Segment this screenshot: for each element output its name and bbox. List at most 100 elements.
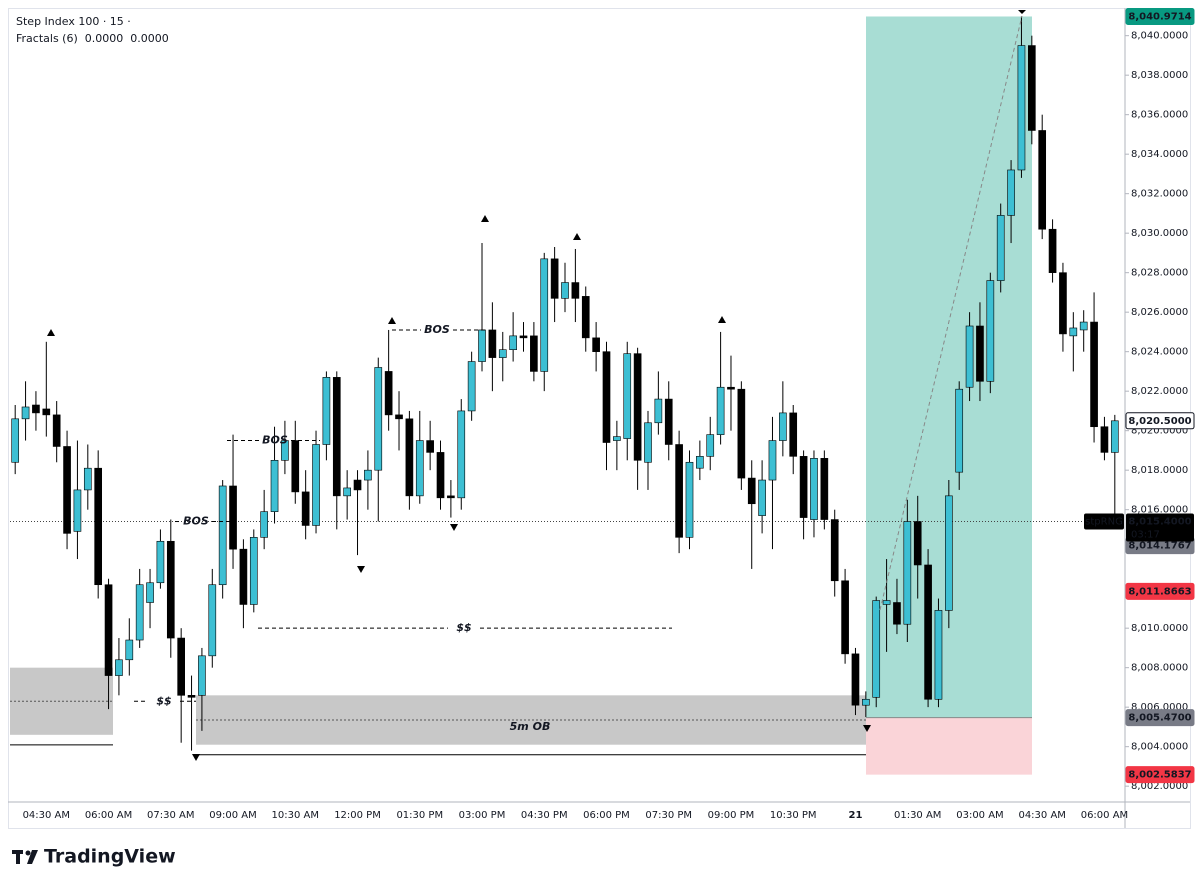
candle-body-up [540, 258, 549, 372]
annotation-label: BOS [183, 515, 209, 528]
candle-body-down [727, 386, 735, 390]
candle-body-down [737, 388, 746, 479]
price-tag-label: 8,014.1767 [1128, 541, 1191, 552]
candle-body-up [706, 434, 715, 457]
annotation-label: $$ [456, 621, 471, 634]
x-tick-label: 10:30 AM [272, 810, 319, 821]
x-tick-label: 04:30 PM [521, 810, 568, 821]
entry-tag [1125, 709, 1195, 727]
candle-body-down [830, 519, 839, 582]
candle-body-down [166, 540, 175, 639]
candle-body-up [716, 386, 725, 435]
x-tick-label: 07:30 PM [645, 810, 692, 821]
candle-body-up [1079, 321, 1088, 331]
price-tag [1125, 582, 1195, 600]
candle-body-up [115, 659, 123, 676]
candle-body-down [913, 521, 922, 566]
annotation-label: $$ [156, 694, 171, 707]
candle-body-down [976, 325, 984, 382]
last-price-label: 8,015.4000 [1128, 517, 1191, 528]
entry-tag-label: 8,005.4700 [1128, 713, 1191, 724]
candle-body-down [332, 377, 341, 497]
x-tick-label: 03:00 PM [459, 810, 506, 821]
candle-body-down [592, 337, 600, 352]
candle-body-up [198, 655, 206, 696]
candle-body-up [322, 377, 331, 445]
candle-body-up [343, 487, 351, 497]
fractal-up [388, 317, 396, 324]
logo-dot [25, 850, 31, 856]
price-tag-label: 8,011.8663 [1128, 586, 1191, 597]
candle-body-up [945, 495, 953, 611]
candle-body-down [789, 412, 798, 457]
y-tick-label: 8,040.0000 [1131, 31, 1188, 42]
x-tick-label: 06:00 AM [1081, 810, 1128, 821]
candle-body-up [623, 353, 632, 439]
symbol-label: stpRNG [1085, 517, 1123, 528]
candle-body-down [581, 296, 590, 339]
candle-body-down [550, 258, 559, 299]
y-tick-label: 8,016.0000 [1131, 505, 1188, 516]
x-tick-label: 01:30 AM [894, 810, 941, 821]
candle-body-down [1090, 321, 1098, 428]
candle-body-up [467, 361, 476, 412]
candle-body-up [685, 461, 694, 538]
candle-body-up [779, 412, 787, 441]
candle-body-up [457, 410, 466, 499]
candle-body-up [83, 467, 92, 491]
candle-body-down [32, 404, 40, 414]
y-tick-label: 8,036.0000 [1131, 110, 1188, 121]
x-tick-label: 09:00 AM [209, 810, 256, 821]
candle-body-down [1038, 130, 1047, 230]
y-tick-label: 8,026.0000 [1131, 307, 1188, 318]
candle-body-up [996, 215, 1005, 281]
candle-body-down [291, 440, 300, 493]
candle-body-up [156, 540, 165, 584]
foreground-layer: BOS BOS BOS $$ $$ 5m OB [47, 10, 1026, 761]
candle-body-down [94, 467, 103, 586]
candle-body-down [239, 548, 248, 605]
y-tick-label: 8,032.0000 [1131, 189, 1188, 200]
stop-tag-label: 8,002.5837 [1128, 770, 1191, 781]
candle-body-down [571, 282, 580, 299]
candle-body-down [177, 637, 185, 696]
x-tick-label: 21 [849, 810, 863, 821]
candle-body-up [135, 584, 144, 641]
candle-body-down [1100, 426, 1109, 453]
target-tag [1125, 7, 1195, 25]
candle-body-up [270, 459, 279, 512]
candle-body-up [903, 521, 912, 625]
x-tick-label: 03:00 AM [956, 810, 1003, 821]
candle-body-up [561, 282, 569, 299]
x-tick-label: 09:00 PM [708, 810, 755, 821]
candle-body-up [125, 639, 134, 661]
y-tick-label: 8,030.0000 [1131, 228, 1188, 239]
candle-body-up [146, 582, 154, 603]
y-tick-label: 8,006.0000 [1131, 702, 1188, 713]
candle-body-up [696, 456, 704, 469]
candle-body-down [519, 335, 528, 339]
fractal-up [718, 316, 726, 323]
candle-body-up [613, 436, 621, 441]
candle-body-down [187, 695, 196, 698]
candle-body-down [384, 371, 393, 416]
candle-body-down [52, 414, 61, 447]
candle-body-down [426, 440, 434, 453]
candle-body-down [447, 495, 455, 499]
candles [11, 16, 1119, 751]
brand-logo [12, 850, 38, 864]
y-tick-label: 8,008.0000 [1131, 663, 1188, 674]
candle-body-up [955, 388, 964, 473]
candle-body-down [63, 446, 71, 534]
x-tick-label: 06:00 AM [85, 810, 132, 821]
candle-body-up [1110, 420, 1119, 453]
candle-body-up [644, 422, 652, 463]
candle-body-up [208, 584, 217, 657]
candle-body-down [675, 444, 683, 538]
x-tick-label: 04:30 AM [1018, 810, 1065, 821]
fractal-up [573, 233, 581, 240]
y-tick-label: 8,024.0000 [1131, 347, 1188, 358]
fractal-up [481, 215, 489, 222]
countdown: 03:17 [1131, 530, 1160, 541]
